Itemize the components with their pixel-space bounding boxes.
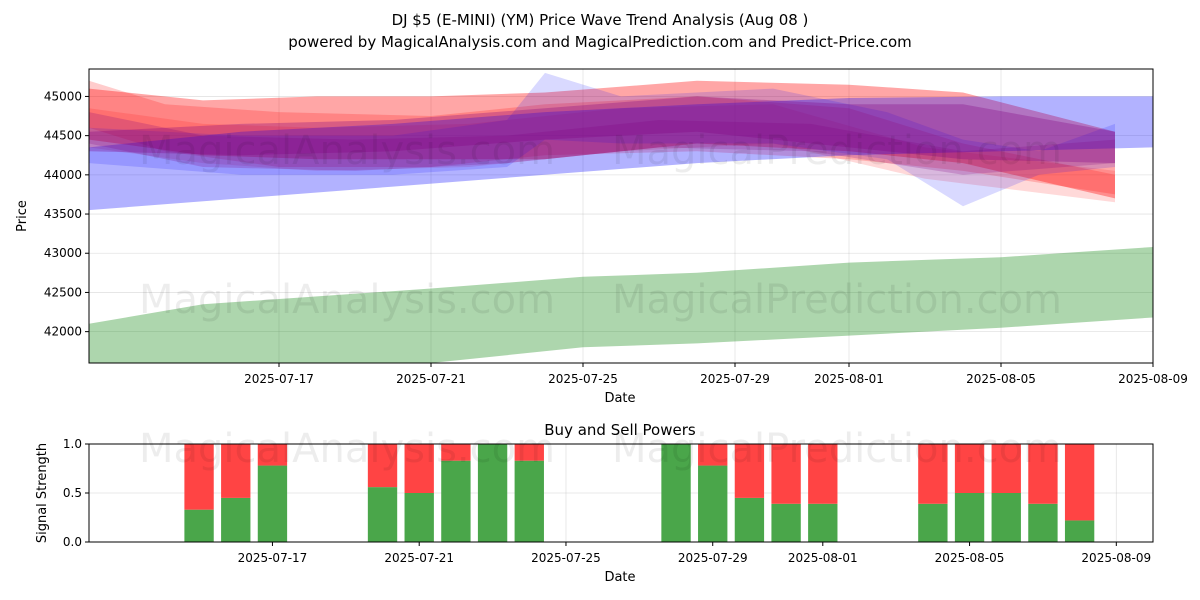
price-y-axis-label: Price xyxy=(15,200,30,232)
signal-x-tick-label: 2025-07-25 xyxy=(531,551,601,565)
price-x-axis-label: Date xyxy=(604,391,635,406)
price-x-tick-label: 2025-07-21 xyxy=(396,372,466,386)
price-x-tick-label: 2025-07-25 xyxy=(548,372,618,386)
sell-bar xyxy=(1064,444,1095,521)
price-x-tick-label: 2025-07-17 xyxy=(244,372,314,386)
signal-x-tick-label: 2025-08-05 xyxy=(935,551,1005,565)
price-y-tick-label: 43500 xyxy=(44,207,82,221)
buy-bar xyxy=(918,503,948,542)
signal-y-tick-label: 0.0 xyxy=(63,535,82,549)
buy-bar xyxy=(367,487,398,542)
price-bands xyxy=(89,72,1153,363)
price-y-tick-label: 42000 xyxy=(44,325,82,339)
watermark-bottom-1: MagicalAnalysis.com xyxy=(139,426,555,472)
chart-title: DJ $5 (E-MINI) (YM) Price Wave Trend Ana… xyxy=(392,11,809,29)
price-x-tick-label: 2025-08-01 xyxy=(814,372,884,386)
signal-chart-title: Buy and Sell Powers xyxy=(544,421,696,439)
watermark-mid-2: MagicalPrediction.com xyxy=(612,277,1062,323)
signal-y-tick-label: 0.5 xyxy=(63,486,82,500)
price-x-tick-label: 2025-08-09 xyxy=(1118,372,1188,386)
price-y-tick-label: 44500 xyxy=(44,129,82,143)
red-wave-band xyxy=(89,80,1115,199)
sell-bar xyxy=(734,444,765,498)
sell-bar xyxy=(404,444,434,493)
buy-bar xyxy=(477,444,508,542)
red-wave-band xyxy=(89,80,1115,195)
buy-bar xyxy=(441,460,471,542)
sell-bar xyxy=(441,444,471,461)
buy-bar xyxy=(991,493,1021,542)
buy-bar xyxy=(734,497,765,542)
signal-x-tick-label: 2025-08-01 xyxy=(788,551,858,565)
sell-bar xyxy=(698,444,728,466)
price-x-tick-label: 2025-07-29 xyxy=(700,372,770,386)
sell-bar xyxy=(771,444,801,504)
sell-bar xyxy=(221,444,251,498)
watermark-mid-1: MagicalAnalysis.com xyxy=(139,277,555,323)
price-x-tick-label: 2025-08-05 xyxy=(966,372,1036,386)
sell-bar xyxy=(257,444,288,466)
price-y-tick-label: 44000 xyxy=(44,168,82,182)
blue-wave-band xyxy=(89,72,1115,207)
buy-bar xyxy=(1064,520,1095,542)
buy-bar xyxy=(514,460,544,542)
signal-x-tick-label: 2025-07-29 xyxy=(678,551,748,565)
sell-bar xyxy=(367,444,398,488)
price-y-tick-label: 45000 xyxy=(44,89,82,103)
buy-bar xyxy=(404,493,434,542)
purple-wave-band xyxy=(89,112,1115,175)
price-y-tick-label: 42500 xyxy=(44,285,82,299)
sell-bar xyxy=(991,444,1021,493)
purple-wave-band xyxy=(89,96,1115,164)
sell-bar xyxy=(184,444,214,510)
signal-x-tick-label: 2025-07-17 xyxy=(238,551,308,565)
sell-bar xyxy=(954,444,985,493)
watermark-top-1: MagicalAnalysis.com xyxy=(139,128,555,174)
buy-bar xyxy=(184,509,214,542)
signal-x-axis-label: Date xyxy=(604,570,635,585)
chart-subtitle: powered by MagicalAnalysis.com and Magic… xyxy=(288,33,912,51)
buy-bar xyxy=(808,503,838,542)
price-y-tick-label: 43000 xyxy=(44,246,82,260)
buy-bar xyxy=(661,444,691,542)
red-wave-band xyxy=(89,104,1115,203)
sell-bar xyxy=(918,444,948,504)
price-plot-frame xyxy=(88,68,1154,364)
buy-bar xyxy=(698,465,728,542)
signal-x-tick-label: 2025-08-09 xyxy=(1081,551,1151,565)
signal-y-axis-label: Signal Strength xyxy=(35,443,50,543)
sell-bar xyxy=(514,444,544,461)
buy-bar xyxy=(221,497,251,542)
sell-bar xyxy=(1028,444,1058,504)
buy-bar xyxy=(771,503,801,542)
blue-wave-band xyxy=(89,96,1153,211)
buy-bar xyxy=(257,465,288,542)
price-panel: MagicalAnalysis.com MagicalPrediction.co… xyxy=(15,68,1188,406)
watermark-bottom-2: MagicalPrediction.com xyxy=(612,426,1062,472)
signal-panel: Buy and Sell Powers MagicalAnalysis.com … xyxy=(35,421,1154,585)
signal-y-tick-label: 1.0 xyxy=(63,437,82,451)
watermark-top-2: MagicalPrediction.com xyxy=(612,128,1062,174)
signal-x-tick-label: 2025-07-21 xyxy=(384,551,454,565)
sell-bar xyxy=(808,444,838,504)
buy-bar xyxy=(1028,503,1058,542)
green-wave-band xyxy=(89,247,1153,363)
buy-bar xyxy=(954,493,985,542)
